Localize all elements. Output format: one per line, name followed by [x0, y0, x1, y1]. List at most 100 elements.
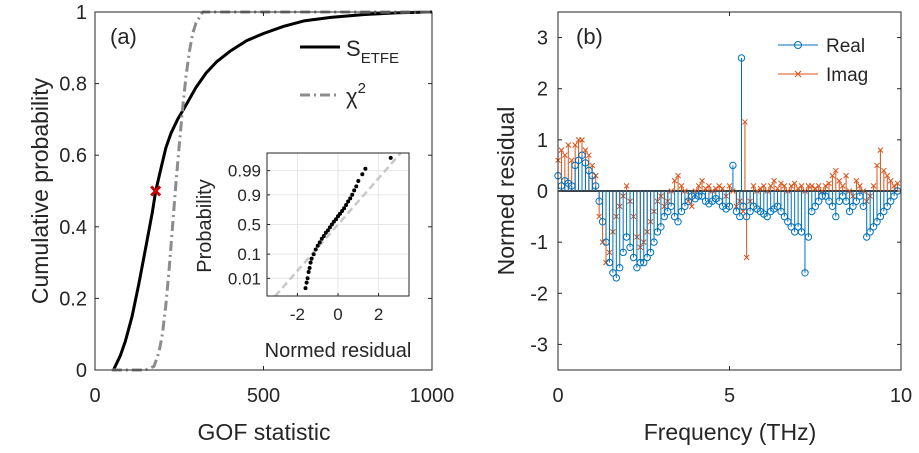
inset-data-point: [346, 199, 351, 204]
marker-real: [571, 161, 579, 170]
marker-real: [643, 253, 651, 262]
marker-imag: [742, 119, 748, 125]
marker-imag: [586, 152, 592, 159]
panel-b-plot-area: [554, 54, 902, 282]
y-tick-label: 2: [537, 79, 548, 101]
marker-imag: [791, 180, 798, 187]
inset-data-point: [350, 192, 355, 197]
y-tick-label: 0.8: [59, 74, 87, 96]
marker-imag: [562, 152, 568, 159]
marker-imag: [685, 198, 692, 205]
marker-real: [866, 228, 874, 236]
marker-real: [811, 202, 819, 211]
marker-real: [612, 274, 620, 282]
marker-real: [839, 192, 847, 200]
inset-data-point: [344, 203, 349, 207]
marker-imag: [702, 185, 709, 192]
inset-data-point: [321, 234, 326, 238]
inset-data-point: [363, 166, 368, 171]
inset-probability-plot: -2 0 2 0.01 0.1 0.5 0.9 0.99 Normed residual Pr…: [194, 151, 412, 362]
marker-imag: [884, 172, 891, 179]
marker-imag: [565, 142, 572, 148]
series-line-chi2: [111, 10, 432, 372]
marker-real: [818, 192, 826, 200]
marker-real: [578, 151, 586, 159]
legend-label-setfe-main: S: [346, 36, 361, 61]
x-tick-label: 10: [890, 385, 912, 407]
inset-data-point: [327, 225, 332, 230]
inset-data-point: [340, 209, 345, 213]
marker-real: [602, 238, 610, 246]
inset-data-point: [304, 280, 309, 285]
y-tick-label: 0: [537, 181, 548, 203]
marker-real: [801, 269, 809, 277]
marker-real: [664, 207, 672, 216]
marker-imag: [596, 213, 603, 220]
marker-real: [873, 218, 881, 226]
marker-imag: [695, 183, 702, 189]
marker-real: [821, 192, 830, 200]
marker-real: [777, 207, 785, 216]
inset-data-point: [308, 260, 313, 265]
marker-imag: [582, 147, 589, 153]
panel-a-x-axis-label: GOF statistic: [198, 419, 331, 445]
marker-imag: [822, 183, 829, 189]
marker-real: [698, 192, 706, 200]
marker-imag: [623, 183, 630, 189]
panel-b-ticks: 0 5 10 -3 -2 -1 0 1 2 3: [530, 12, 912, 407]
y-tick-label: -1: [530, 232, 548, 254]
marker-imag: [874, 162, 880, 169]
marker-imag: [812, 185, 819, 192]
marker-imag: [788, 183, 795, 189]
inset-y-tick-label: 0.1: [237, 245, 261, 264]
marker-imag: [678, 183, 685, 189]
median-marker: [150, 185, 162, 197]
inset-data-point: [360, 172, 365, 177]
panel-b-legend: Real Imag: [778, 36, 868, 86]
legend-label-chi2: χ2: [346, 80, 366, 109]
legend-label-chi2-main: χ: [346, 84, 358, 109]
marker-imag: [836, 177, 843, 184]
marker-imag: [757, 185, 764, 192]
inset-data-point: [307, 266, 312, 270]
inset-ticks: -2 0 2 0.01 0.1 0.5 0.9 0.99: [228, 162, 383, 324]
inset-data-point: [354, 184, 359, 189]
panel-b: 0 5 10 -3 -2 -1 0 1 2 3 (b) Frequency (THz) Norme…: [493, 11, 912, 445]
panel-b-label: (b): [576, 24, 603, 49]
inset-data-point: [348, 196, 353, 201]
marker-real: [732, 207, 741, 216]
marker-imag: [880, 167, 887, 174]
inset-x-tick-label: 2: [374, 305, 383, 324]
marker-imag: [774, 185, 781, 192]
legend-label-setfe: SETFE: [346, 36, 399, 67]
marker-imag: [815, 183, 822, 189]
marker-real: [667, 202, 675, 211]
marker-imag: [671, 177, 678, 184]
marker-real: [784, 218, 792, 226]
marker-real: [636, 258, 644, 267]
marker-real: [856, 192, 864, 200]
inset-x-tick-label: -2: [290, 305, 305, 324]
marker-imag: [675, 172, 681, 179]
marker-real: [670, 212, 679, 221]
inset-data-point: [315, 243, 320, 248]
marker-imag: [891, 183, 897, 189]
marker-real: [880, 207, 888, 216]
marker-real: [746, 207, 754, 216]
marker-imag: [798, 183, 805, 189]
inset-data-point: [306, 270, 311, 274]
legend-swatch-real-marker: [794, 41, 802, 49]
marker-imag: [795, 185, 801, 192]
marker-real: [883, 202, 891, 211]
marker-imag: [778, 180, 784, 187]
inset-data-point: [317, 240, 322, 245]
inset-x-axis-label: Normed residual: [265, 340, 412, 362]
inset-data-point: [334, 217, 338, 222]
marker-imag: [719, 185, 726, 192]
marker-imag: [853, 177, 860, 184]
marker-imag: [829, 172, 836, 179]
inset-data-point: [313, 247, 318, 252]
marker-real: [890, 192, 898, 200]
marker-real: [574, 156, 583, 165]
marker-real: [622, 233, 631, 241]
